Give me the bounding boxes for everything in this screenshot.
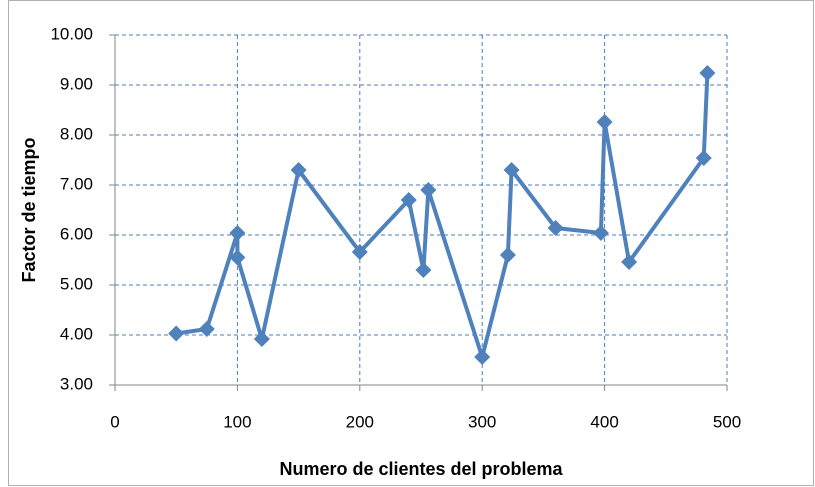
x-tick-label: 500 (713, 412, 741, 431)
data-point (503, 162, 520, 178)
data-point (415, 262, 432, 278)
y-tick-label: 3.00 (60, 374, 93, 393)
data-point (699, 65, 716, 81)
x-tick-label: 400 (590, 412, 618, 431)
x-tick-label: 0 (110, 412, 119, 431)
y-tick-label: 5.00 (60, 274, 93, 293)
chart-frame (8, 0, 814, 486)
y-tick-label: 9.00 (60, 74, 93, 93)
data-point (290, 162, 307, 178)
y-tick-label: 10.00 (50, 24, 93, 43)
data-point (499, 247, 516, 263)
data-point (168, 325, 185, 342)
data-point (229, 249, 246, 266)
data-point (198, 321, 215, 337)
x-tick-label: 300 (468, 412, 496, 431)
x-tick-label: 100 (223, 412, 251, 431)
data-point (400, 192, 417, 208)
data-point (547, 220, 564, 236)
data-point (592, 225, 609, 241)
y-tick-label: 8.00 (60, 124, 93, 143)
data-point (420, 182, 437, 198)
x-tick-label: 200 (346, 412, 374, 431)
y-axis-title: Factor de tiempo (19, 137, 39, 282)
y-tick-label: 6.00 (60, 224, 93, 243)
series-line (175, 72, 710, 359)
data-point (351, 244, 368, 260)
x-axis-title: Numero de clientes del problema (279, 459, 563, 479)
data-point (596, 114, 613, 130)
y-tick-label: 7.00 (60, 174, 93, 193)
data-point (474, 349, 491, 365)
data-point (253, 331, 270, 347)
data-point (621, 254, 638, 270)
y-tick-label: 4.00 (60, 324, 93, 343)
data-point (229, 225, 246, 241)
data-point (695, 150, 712, 166)
